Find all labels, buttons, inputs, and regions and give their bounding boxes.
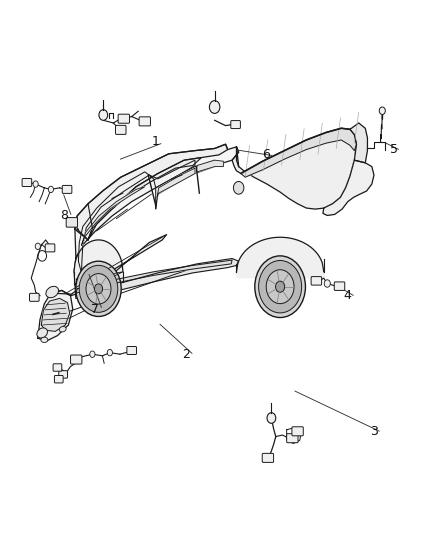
Polygon shape <box>81 187 145 245</box>
FancyBboxPatch shape <box>59 370 67 378</box>
Text: 3: 3 <box>370 425 378 438</box>
Polygon shape <box>74 144 239 293</box>
Polygon shape <box>323 160 374 215</box>
FancyBboxPatch shape <box>231 120 240 128</box>
Ellipse shape <box>46 286 59 298</box>
Text: 5: 5 <box>390 143 398 156</box>
Polygon shape <box>38 290 73 341</box>
FancyBboxPatch shape <box>45 244 55 252</box>
Circle shape <box>90 351 95 358</box>
FancyBboxPatch shape <box>116 125 126 134</box>
Text: 7: 7 <box>91 303 99 316</box>
Polygon shape <box>35 86 385 357</box>
Circle shape <box>95 284 102 294</box>
Text: 4: 4 <box>344 289 352 302</box>
Polygon shape <box>75 144 228 240</box>
FancyBboxPatch shape <box>292 427 303 436</box>
Polygon shape <box>232 128 357 209</box>
Circle shape <box>276 281 285 292</box>
Circle shape <box>379 107 385 115</box>
Circle shape <box>99 110 108 120</box>
Polygon shape <box>157 168 195 197</box>
FancyBboxPatch shape <box>66 217 78 227</box>
Ellipse shape <box>41 337 48 343</box>
FancyBboxPatch shape <box>262 454 274 463</box>
Circle shape <box>48 186 53 192</box>
Circle shape <box>79 265 118 312</box>
Polygon shape <box>149 160 195 188</box>
FancyBboxPatch shape <box>118 114 130 123</box>
Circle shape <box>35 243 40 249</box>
Polygon shape <box>88 158 201 240</box>
Text: 2: 2 <box>182 348 190 361</box>
Circle shape <box>324 280 330 287</box>
Circle shape <box>266 270 294 304</box>
Circle shape <box>258 261 302 313</box>
FancyBboxPatch shape <box>287 434 298 443</box>
FancyBboxPatch shape <box>22 179 32 187</box>
Circle shape <box>255 256 305 318</box>
Circle shape <box>209 101 220 114</box>
FancyBboxPatch shape <box>71 355 82 364</box>
Circle shape <box>76 261 121 317</box>
Polygon shape <box>78 172 149 273</box>
Ellipse shape <box>37 328 47 338</box>
Text: 8: 8 <box>60 209 68 222</box>
Circle shape <box>267 413 276 423</box>
Circle shape <box>107 350 113 356</box>
Polygon shape <box>155 160 215 209</box>
Polygon shape <box>350 123 367 163</box>
FancyBboxPatch shape <box>54 375 63 383</box>
Text: 6: 6 <box>262 148 270 161</box>
FancyBboxPatch shape <box>334 282 345 290</box>
Circle shape <box>233 181 244 194</box>
Polygon shape <box>196 160 223 172</box>
FancyBboxPatch shape <box>62 185 72 193</box>
Text: 1: 1 <box>152 135 159 148</box>
Ellipse shape <box>59 327 66 332</box>
FancyBboxPatch shape <box>29 293 39 301</box>
FancyBboxPatch shape <box>127 346 137 354</box>
Circle shape <box>86 273 111 304</box>
FancyBboxPatch shape <box>311 277 321 285</box>
FancyBboxPatch shape <box>53 364 62 371</box>
Polygon shape <box>75 259 239 298</box>
Polygon shape <box>51 235 166 296</box>
Polygon shape <box>41 298 70 332</box>
Circle shape <box>33 181 38 187</box>
FancyBboxPatch shape <box>139 117 150 126</box>
Polygon shape <box>241 128 357 177</box>
Polygon shape <box>76 260 232 293</box>
